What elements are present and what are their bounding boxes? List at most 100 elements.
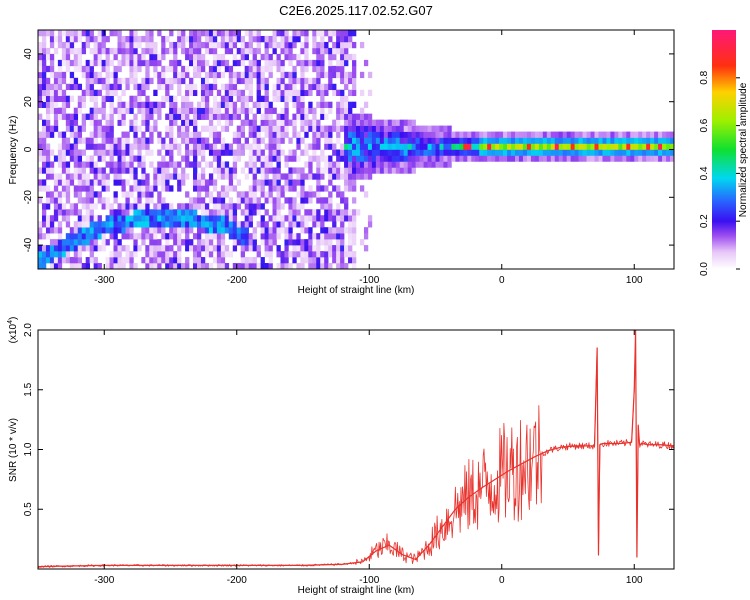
heatmap-cell bbox=[181, 30, 186, 37]
heatmap-cell bbox=[197, 203, 202, 210]
heatmap-cell bbox=[272, 83, 277, 91]
heatmap-cell bbox=[141, 161, 146, 168]
heatmap-cell bbox=[105, 71, 110, 79]
heatmap-cell bbox=[69, 30, 75, 37]
heatmap-cell bbox=[224, 221, 230, 228]
heatmap-cell bbox=[272, 89, 277, 97]
heatmap-cell bbox=[344, 119, 349, 126]
heatmap-cell bbox=[391, 125, 397, 132]
heatmap-cell bbox=[141, 53, 146, 61]
heatmap-cell bbox=[137, 101, 142, 108]
y-tick-label: 2.0 bbox=[23, 323, 34, 337]
heatmap-cell bbox=[308, 251, 313, 258]
heatmap-cell bbox=[109, 113, 114, 120]
heatmap-cell bbox=[558, 137, 563, 144]
heatmap-cell bbox=[256, 101, 261, 108]
heatmap-cell bbox=[57, 251, 63, 258]
heatmap-cell bbox=[284, 215, 289, 222]
heatmap-cell bbox=[204, 107, 210, 114]
heatmap-cell bbox=[662, 137, 667, 144]
heatmap-cell bbox=[336, 71, 341, 79]
heatmap-cell bbox=[38, 59, 43, 67]
heatmap-cell bbox=[260, 77, 265, 85]
heatmap-cell bbox=[149, 257, 154, 264]
heatmap-cell bbox=[280, 227, 285, 234]
spectrogram-x-ticks: -300 -200 -100 0 100 bbox=[94, 30, 643, 286]
heatmap-cell bbox=[288, 59, 293, 67]
heatmap-cell bbox=[216, 149, 222, 156]
heatmap-cell bbox=[57, 113, 63, 120]
heatmap-cell bbox=[272, 41, 277, 49]
heatmap-cell bbox=[292, 209, 297, 216]
heatmap-cell bbox=[105, 95, 110, 102]
heatmap-cell bbox=[240, 77, 245, 85]
heatmap-cell bbox=[272, 149, 277, 156]
heatmap-cell bbox=[81, 221, 86, 228]
heatmap-cell bbox=[471, 143, 476, 150]
heatmap-cell bbox=[89, 30, 94, 37]
heatmap-cell bbox=[121, 161, 126, 168]
heatmap-cell bbox=[606, 155, 611, 162]
heatmap-cell bbox=[53, 227, 59, 234]
heatmap-cell bbox=[49, 257, 55, 264]
heatmap-cell bbox=[252, 35, 257, 43]
heatmap-cell bbox=[57, 233, 63, 240]
heatmap-cell bbox=[367, 143, 373, 150]
heatmap-cell bbox=[232, 59, 238, 67]
heatmap-cell bbox=[105, 149, 110, 156]
heatmap-cell bbox=[280, 131, 285, 138]
heatmap-cell bbox=[200, 155, 206, 162]
heatmap-cell bbox=[546, 131, 552, 138]
y-tick-label: -40 bbox=[23, 237, 34, 252]
heatmap-cell bbox=[244, 47, 249, 55]
heatmap-cell bbox=[113, 167, 118, 174]
heatmap-cell bbox=[415, 155, 420, 162]
heatmap-cell bbox=[340, 89, 345, 97]
heatmap-cell bbox=[359, 167, 365, 174]
heatmap-cell bbox=[141, 191, 146, 198]
heatmap-cell bbox=[236, 239, 242, 246]
heatmap-cell bbox=[352, 149, 357, 156]
heatmap-cell bbox=[622, 155, 627, 162]
heatmap-cell bbox=[280, 83, 285, 91]
heatmap-cell bbox=[224, 191, 230, 198]
heatmap-cell bbox=[212, 179, 218, 186]
heatmap-cell bbox=[208, 161, 214, 168]
heatmap-cell bbox=[288, 53, 293, 61]
heatmap-cell bbox=[129, 227, 134, 234]
heatmap-cell bbox=[212, 101, 218, 108]
heatmap-cell bbox=[117, 77, 122, 85]
heatmap-cell bbox=[89, 131, 94, 138]
heatmap-cell bbox=[193, 197, 198, 204]
heatmap-cell bbox=[522, 143, 528, 150]
heatmap-cell bbox=[336, 107, 341, 114]
heatmap-cell bbox=[336, 47, 341, 55]
heatmap-cell bbox=[348, 41, 353, 49]
colorbar: 0.00.20.40.60.8 Normalized spectral ampl… bbox=[699, 30, 749, 276]
heatmap-cell bbox=[352, 221, 357, 228]
heatmap-cell bbox=[157, 263, 162, 269]
heatmap-cell bbox=[268, 143, 273, 150]
heatmap-cell bbox=[212, 131, 218, 138]
heatmap-cell bbox=[65, 83, 71, 91]
heatmap-cell bbox=[161, 53, 166, 61]
heatmap-cell bbox=[41, 65, 47, 73]
heatmap-cell bbox=[240, 197, 245, 204]
heatmap-cell bbox=[256, 143, 261, 150]
heatmap-cell bbox=[97, 59, 102, 67]
heatmap-cell bbox=[161, 65, 166, 73]
heatmap-cell bbox=[53, 101, 59, 108]
heatmap-cell bbox=[256, 35, 261, 43]
heatmap-cell bbox=[328, 59, 333, 67]
heatmap-cell bbox=[391, 155, 397, 162]
heatmap-cell bbox=[153, 119, 158, 126]
heatmap-cell bbox=[169, 65, 174, 73]
heatmap-cell bbox=[149, 107, 154, 114]
heatmap-cell bbox=[276, 203, 281, 210]
heatmap-cell bbox=[204, 185, 210, 192]
heatmap-cell bbox=[391, 131, 397, 138]
heatmap-cell bbox=[280, 221, 285, 228]
heatmap-cell bbox=[300, 41, 305, 49]
heatmap-cell bbox=[252, 245, 257, 252]
heatmap-cell bbox=[340, 143, 345, 150]
